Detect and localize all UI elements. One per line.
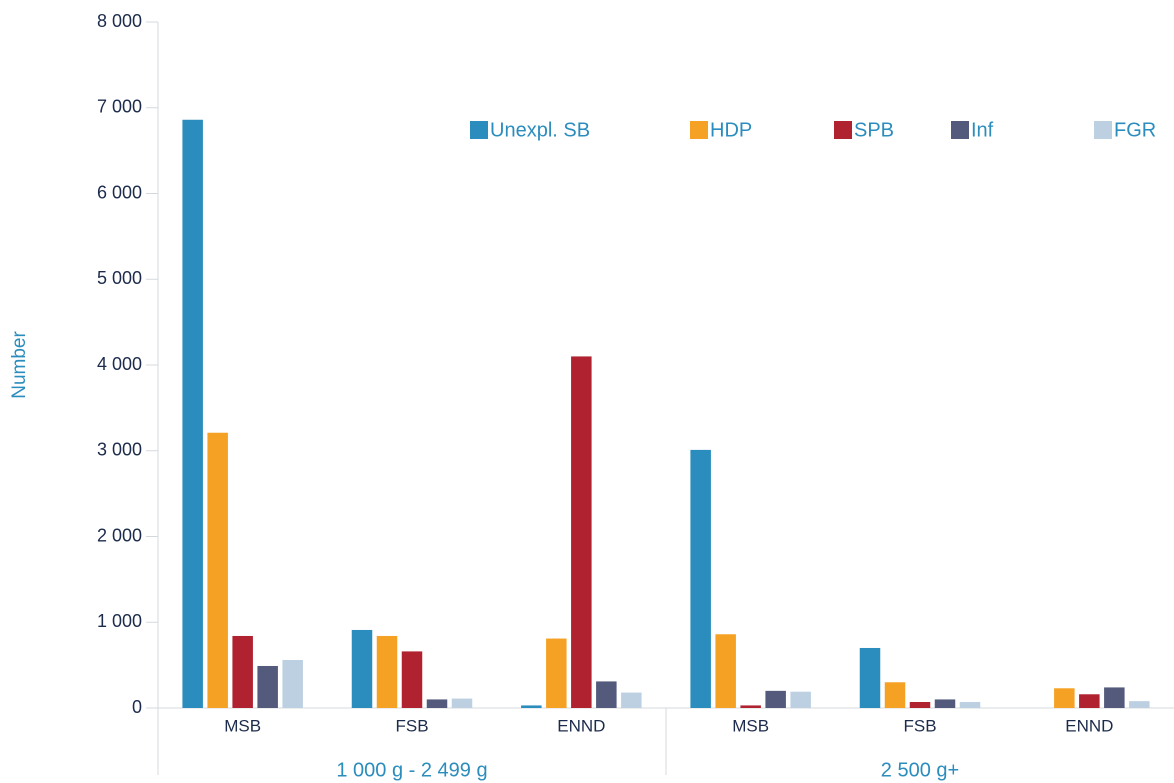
bar: [207, 432, 228, 708]
bar: [521, 705, 542, 708]
legend-label: SPB: [854, 119, 894, 141]
x-tick-label: FSB: [903, 716, 936, 735]
bar: [934, 699, 956, 708]
legend-swatch: [834, 121, 852, 139]
bar: [596, 681, 617, 708]
bar: [571, 356, 592, 708]
bar: [1104, 687, 1125, 708]
legend-swatch: [690, 121, 708, 139]
y-tick-label: 1 000: [97, 611, 142, 631]
y-tick-label: 2 000: [97, 525, 142, 545]
bar: [1079, 694, 1100, 708]
bar: [257, 665, 278, 708]
bar: [1054, 688, 1075, 708]
bar: [690, 449, 711, 708]
bar: [621, 692, 642, 708]
legend-label: Inf: [971, 119, 994, 141]
x-tick-label: MSB: [732, 716, 769, 735]
bar: [740, 705, 761, 708]
y-tick-label: 8 000: [97, 11, 142, 31]
legend-label: Unexpl. SB: [490, 119, 590, 141]
y-tick-label: 5 000: [97, 268, 142, 288]
bar: [715, 634, 736, 708]
y-tick-label: 3 000: [97, 440, 142, 460]
bar: [426, 699, 448, 708]
x-tick-label: MSB: [224, 716, 261, 735]
group-label: 2 500 g+: [881, 759, 959, 781]
bar: [859, 647, 881, 708]
y-tick-label: 6 000: [97, 182, 142, 202]
bar: [959, 701, 981, 708]
legend-swatch: [470, 121, 488, 139]
bar: [765, 690, 786, 708]
bar: [376, 635, 398, 708]
x-tick-label: ENND: [1065, 716, 1113, 735]
y-tick-label: 4 000: [97, 354, 142, 374]
legend-label: FGR: [1114, 119, 1156, 141]
bar: [282, 659, 303, 708]
bar: [790, 691, 811, 708]
bar: [884, 682, 906, 708]
bar: [451, 698, 473, 708]
bar: [232, 635, 253, 708]
bar: [1129, 701, 1150, 708]
group-label: 1 000 g - 2 499 g: [336, 759, 487, 781]
bar: [401, 651, 423, 708]
bar: [909, 701, 931, 708]
y-tick-label: 7 000: [97, 97, 142, 117]
bar: [182, 119, 203, 708]
legend-label: HDP: [710, 119, 752, 141]
bar: [351, 629, 373, 708]
legend-swatch: [1094, 121, 1112, 139]
bar: [546, 638, 567, 708]
y-axis-label: Number: [9, 331, 30, 399]
y-tick-label: 0: [132, 697, 142, 717]
x-tick-label: FSB: [395, 716, 428, 735]
legend-swatch: [951, 121, 969, 139]
x-tick-label: ENND: [557, 716, 605, 735]
